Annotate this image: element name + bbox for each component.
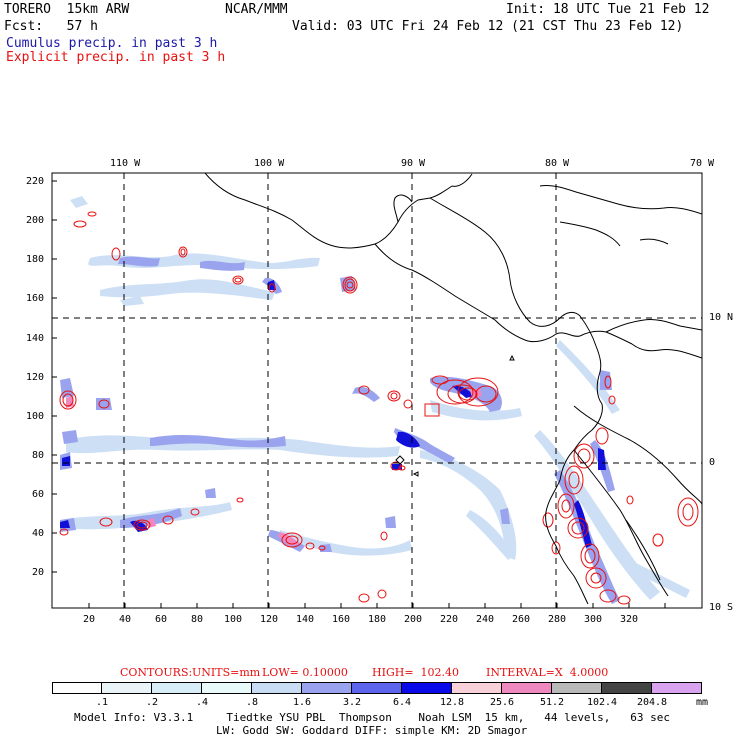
x-tick: 260 xyxy=(512,614,531,625)
color-legend-frame xyxy=(52,682,702,694)
x-tick: 160 xyxy=(332,614,351,625)
x-tick: 60 xyxy=(155,614,168,625)
y-tick: 180 xyxy=(26,254,45,265)
explicit-precip-contours xyxy=(59,211,699,605)
lat-lon-gridlines xyxy=(52,173,702,608)
init-time: Init: 18 UTC Tue 21 Feb 12 xyxy=(506,2,710,17)
legend-level-label: 12.8 xyxy=(439,697,465,708)
x-tick: 220 xyxy=(440,614,459,625)
map-plot-area xyxy=(52,173,702,608)
legend-level-label: .2 xyxy=(145,697,159,708)
x-tick: 120 xyxy=(260,614,279,625)
legend-color-box xyxy=(52,682,102,694)
y-tick: 200 xyxy=(26,215,45,226)
y-tick: 140 xyxy=(26,333,45,344)
y-tick: 20 xyxy=(32,567,45,578)
x-tick: 40 xyxy=(119,614,132,625)
valid-time: Valid: 03 UTC Fri 24 Feb 12 (21 CST Thu … xyxy=(292,19,684,34)
legend-level-label: 6.4 xyxy=(392,697,412,708)
precip-light-shading xyxy=(60,196,690,600)
lon-label-100w: 100 W xyxy=(254,158,285,169)
contours-units: UNITS=mm xyxy=(192,666,261,679)
legend-color-box xyxy=(452,682,502,694)
y-tick: 160 xyxy=(26,293,45,304)
model-info-line2: LW: Godd SW: Goddard DIFF: simple KM: 2D… xyxy=(216,724,528,737)
x-tick: 320 xyxy=(620,614,639,625)
cumulus-precip-label: Cumulus precip. in past 3 h xyxy=(6,36,218,51)
x-tick: 80 xyxy=(191,614,204,625)
y-tick: 40 xyxy=(32,528,45,539)
legend-level-label: 204.8 xyxy=(636,697,668,708)
model-title: TORERO 15km ARW xyxy=(4,2,130,17)
legend-color-box xyxy=(102,682,152,694)
lat-label-10s: 10 S xyxy=(709,602,734,613)
y-tick: 60 xyxy=(32,489,45,500)
legend-level-label: .4 xyxy=(195,697,209,708)
x-tick: 180 xyxy=(368,614,387,625)
lon-label-70w: 70 W xyxy=(690,158,715,169)
org-label: NCAR/MMM xyxy=(225,2,288,17)
legend-level-label: 25.6 xyxy=(489,697,515,708)
legend-color-box xyxy=(552,682,602,694)
forecast-hour: Fcst: 57 h xyxy=(4,19,98,34)
lon-label-80w: 80 W xyxy=(545,158,570,169)
x-tick: 300 xyxy=(584,614,603,625)
legend-level-label: .1 xyxy=(95,697,109,708)
legend-color-box xyxy=(602,682,652,694)
legend-color-box xyxy=(402,682,452,694)
model-info-line1: Model Info: V3.3.1 Tiedtke YSU PBL Thomp… xyxy=(74,711,671,724)
legend-color-box xyxy=(352,682,402,694)
x-tick: 140 xyxy=(296,614,315,625)
x-tick: 100 xyxy=(224,614,243,625)
coastlines xyxy=(204,173,702,605)
x-tick: 20 xyxy=(83,614,96,625)
contours-interval: INTERVAL=X 4.0000 xyxy=(486,666,609,679)
lat-label-10n: 10 N xyxy=(709,312,734,323)
legend-level-label: 3.2 xyxy=(342,697,362,708)
legend-color-box xyxy=(302,682,352,694)
x-tick: 200 xyxy=(404,614,423,625)
precip-heavy-shading xyxy=(60,280,606,548)
legend-color-box xyxy=(252,682,302,694)
y-tick: 80 xyxy=(32,450,45,461)
lon-label-110w: 110 W xyxy=(110,158,141,169)
y-tick: 220 xyxy=(26,176,45,187)
legend-level-label: .8 xyxy=(245,697,259,708)
y-tick: 120 xyxy=(26,372,45,383)
explicit-precip-label: Explicit precip. in past 3 h xyxy=(6,50,226,65)
legend-level-label: 51.2 xyxy=(539,697,565,708)
legend-color-box xyxy=(152,682,202,694)
lat-label-0: 0 xyxy=(709,457,716,468)
legend-level-label: 102.4 xyxy=(586,697,618,708)
x-tick: 280 xyxy=(548,614,567,625)
x-tick: 240 xyxy=(476,614,495,625)
contours-high: HIGH= 102.40 xyxy=(372,666,460,679)
legend-color-box xyxy=(502,682,552,694)
legend-level-label: 1.6 xyxy=(292,697,312,708)
y-tick: 100 xyxy=(26,411,45,422)
contours-label: CONTOURS: xyxy=(120,666,193,679)
legend-color-box xyxy=(202,682,252,694)
lon-label-90w: 90 W xyxy=(401,158,426,169)
axis-ticks xyxy=(52,180,666,608)
legend-unit: mm xyxy=(696,697,709,708)
contours-low: LOW= 0.10000 xyxy=(262,666,348,679)
